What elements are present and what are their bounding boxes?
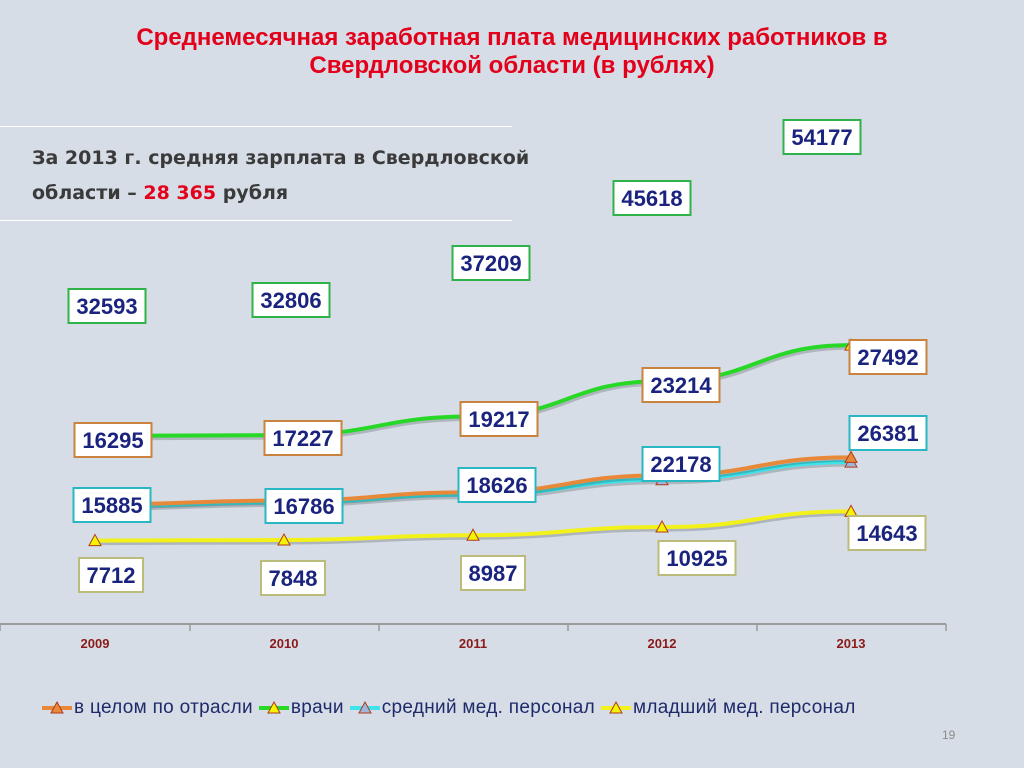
data-label: 16295	[73, 422, 153, 458]
legend-item: врачи	[257, 697, 344, 719]
data-point-marker	[88, 533, 102, 547]
data-label-box	[848, 415, 928, 451]
data-label-box	[251, 282, 331, 318]
data-label-text: 10925	[666, 546, 727, 571]
data-label-box	[848, 339, 928, 375]
legend-label: в целом по отрасли	[74, 697, 253, 718]
data-point-marker	[277, 532, 291, 546]
data-label: 54177	[782, 119, 862, 155]
data-label-text: 27492	[857, 345, 918, 370]
legend-swatch	[42, 700, 72, 714]
data-label: 18626	[457, 467, 537, 503]
summary-line-1: За 2013 г. средняя зарплата в Свердловск…	[32, 147, 530, 169]
summary-note-text: За 2013 г. средняя зарплата в Свердловск…	[32, 141, 529, 211]
data-label-text: 7712	[87, 563, 136, 588]
legend-item: средний мед. персонал	[348, 697, 595, 719]
legend-item: младший мед. персонал	[599, 697, 856, 719]
data-point-marker	[655, 520, 669, 533]
data-label: 45618	[612, 180, 692, 216]
data-label-text: 19217	[468, 407, 529, 432]
data-label-box	[459, 401, 539, 437]
legend-label: средний мед. персонал	[381, 697, 596, 718]
data-label-text: 16295	[82, 428, 143, 453]
data-label: 32806	[251, 282, 331, 318]
data-label-box	[782, 119, 862, 155]
data-label: 17227	[263, 420, 343, 456]
legend-item: в целом по отрасли	[40, 697, 253, 719]
legend-label: младший мед. персонал	[633, 697, 856, 718]
summary-note: За 2013 г. средняя зарплата в Свердловск…	[0, 126, 529, 221]
data-label-text: 14643	[856, 521, 917, 546]
data-label: 22178	[641, 446, 721, 482]
data-label: 27492	[848, 339, 928, 375]
summary-line-2-suffix: рубля	[216, 182, 289, 204]
legend-swatch	[601, 700, 632, 714]
title-line-2: Свердловской области (в рублях)	[309, 52, 715, 79]
data-label: 15885	[72, 487, 152, 523]
data-label: 10925	[657, 540, 737, 576]
data-point-marker	[466, 528, 480, 541]
x-tick-label: 2009	[81, 636, 110, 651]
x-tick-label: 2011	[459, 636, 487, 651]
title-line-1: Среднемесячная заработная плата медицинс…	[136, 24, 888, 51]
data-label-box	[260, 560, 326, 596]
data-label-text: 22178	[650, 452, 711, 477]
data-label-text: 37209	[460, 251, 521, 276]
data-label-box	[451, 245, 531, 281]
data-label: 14643	[847, 515, 927, 551]
data-label-text: 23214	[650, 373, 712, 398]
data-label: 26381	[848, 415, 928, 451]
data-label-text: 17227	[272, 426, 333, 451]
data-label-box	[67, 288, 147, 324]
data-label-box	[612, 180, 692, 216]
data-label: 8987	[460, 555, 526, 591]
data-label-box	[641, 446, 721, 482]
x-tick-label: 2013	[837, 636, 866, 651]
legend-label: врачи	[290, 697, 344, 718]
data-label: 19217	[459, 401, 539, 437]
data-label-text: 15885	[81, 493, 142, 518]
data-label-box	[72, 487, 152, 523]
summary-line-2-prefix: области –	[32, 182, 144, 204]
data-label: 37209	[451, 245, 531, 281]
data-label-box	[641, 367, 721, 403]
data-label: 7848	[260, 560, 326, 596]
data-label-box	[263, 420, 343, 456]
data-label-text: 26381	[857, 421, 918, 446]
data-label-text: 54177	[791, 125, 852, 150]
data-label-text: 16786	[273, 494, 334, 519]
x-tick-label: 2010	[270, 636, 299, 651]
data-label-text: 32806	[260, 288, 321, 313]
data-label-box	[460, 555, 526, 591]
data-label-text: 45618	[621, 186, 682, 211]
data-label-text: 32593	[76, 294, 137, 319]
chart-title: Среднемесячная заработная плата медицинс…	[30, 24, 994, 80]
data-label-text: 8987	[469, 561, 518, 586]
legend-swatch	[349, 700, 380, 714]
data-label-box	[73, 422, 153, 458]
data-label-text: 7848	[269, 566, 318, 591]
legend-swatch	[258, 700, 289, 714]
data-point-marker	[844, 450, 858, 463]
data-label-box	[264, 488, 344, 524]
data-label: 7712	[78, 557, 144, 593]
data-label: 23214	[641, 367, 721, 403]
chart-legend: в целом по отрасли врачи средний мед. перс…	[40, 696, 860, 720]
summary-salary-value: 28 365	[143, 182, 217, 204]
data-label-text: 18626	[466, 473, 527, 498]
slide-number: 19	[942, 728, 956, 742]
data-label-box	[847, 515, 927, 551]
data-label-box	[457, 467, 537, 503]
data-label: 32593	[67, 288, 147, 324]
data-label-box	[78, 557, 144, 593]
data-label: 16786	[264, 488, 344, 524]
data-label-box	[657, 540, 737, 576]
x-tick-label: 2012	[648, 636, 677, 651]
